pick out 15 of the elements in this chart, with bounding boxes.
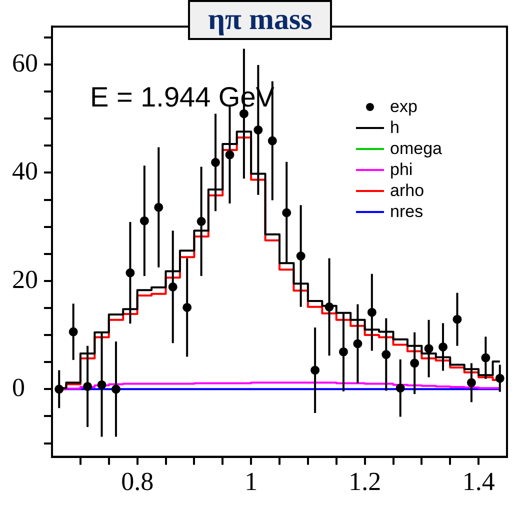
legend-label: phi (390, 159, 413, 180)
x-tick-label: 1.4 (462, 467, 495, 496)
legend-label: nres (390, 201, 424, 222)
legend-label: exp (390, 96, 418, 117)
legend-label: h (390, 117, 400, 138)
y-tick-label: 40 (12, 156, 38, 186)
y-tick-label: 0 (12, 372, 25, 402)
legend-label: omega (390, 138, 442, 159)
x-tick-label: 0.8 (121, 467, 154, 496)
x-tick-label: 1 (244, 467, 258, 496)
y-tick-label: 60 (12, 48, 38, 78)
x-tick-label: 1.2 (348, 467, 382, 496)
legend-label: arho (390, 180, 424, 201)
chart-title: ηπ mass (188, 0, 332, 40)
y-tick-label: 20 (12, 264, 38, 294)
